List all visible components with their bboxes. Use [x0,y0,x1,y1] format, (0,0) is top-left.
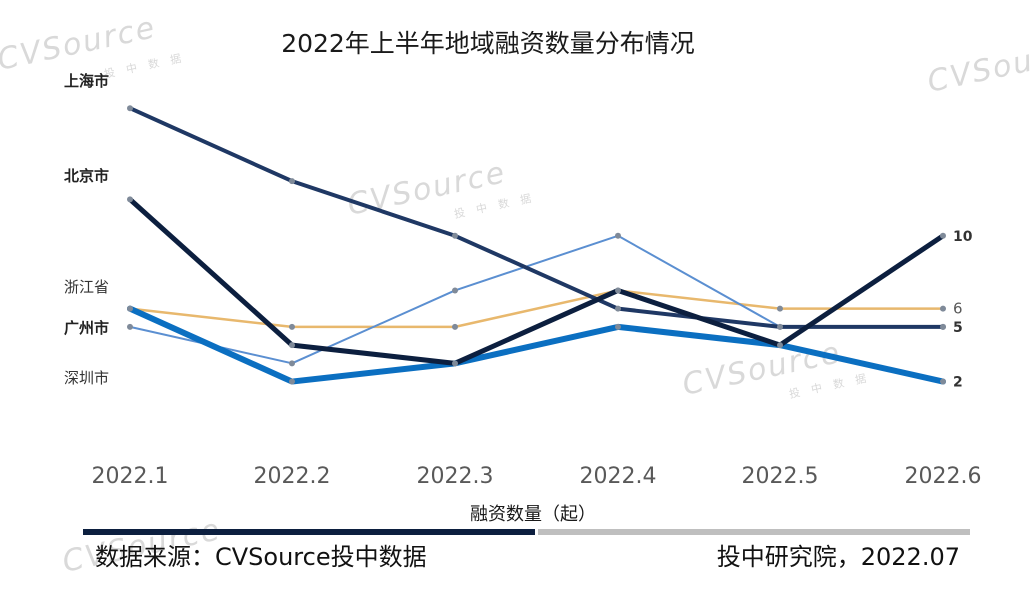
series-line-series-3 [127,305,946,385]
data-point-series-0 [777,323,783,330]
data-point-series-2 [777,305,783,312]
data-point-series-0 [127,105,133,112]
data-point-series-2 [452,323,458,330]
credit-date: 投中研究院，2022.07 [717,543,960,571]
data-point-series-2 [940,305,946,312]
data-point-series-0 [940,323,946,330]
data-source: 数据来源：CVSource投中数据 [95,543,427,571]
data-point-series-3 [127,305,133,312]
series-line-series-0 [128,106,945,329]
end-value-label-0: 5 [953,320,963,336]
data-point-series-1 [127,196,133,203]
x-tick-label: 2022.5 [742,464,819,489]
x-axis-label: 融资数量（起） [470,504,596,525]
data-point-series-3 [289,378,295,385]
data-point-series-4 [615,232,621,239]
x-tick-label: 2022.4 [580,464,657,489]
series-label-4: 深圳市 [64,369,109,387]
data-point-series-0 [452,232,458,239]
watermark-group: CVSource 投 中 数 据 CVSource CVSource 投 中 数… [0,10,1035,580]
series-label-3: 广州市 [64,319,109,337]
x-tick-label: 2022.3 [417,464,494,489]
data-point-series-1 [289,342,295,349]
data-point-series-0 [615,305,621,312]
end-value-label-2: 6 [953,300,963,318]
watermark-brand: CVSource [924,32,1035,100]
series-label-0: 上海市 [64,72,109,90]
chart-title: 2022年上半年地域融资数量分布情况 [281,29,695,58]
x-tick-label: 2022.2 [254,464,331,489]
data-point-series-2 [289,323,295,330]
x-tick-label: 2022.1 [92,464,169,489]
watermark-sub: 投 中 数 据 [103,50,187,81]
x-tick-label: 2022.6 [905,464,982,489]
data-point-series-4 [127,323,133,330]
x-axis-ticks: 2022.1 2022.2 2022.3 2022.4 2022.5 2022.6 [92,464,982,489]
series-line-series-1 [127,196,946,366]
end-value-label-3: 2 [953,375,963,391]
data-point-series-1 [777,342,783,349]
footer-divider-dark [83,529,535,535]
data-point-series-1 [452,360,458,367]
data-point-series-4 [452,287,458,294]
series-label-2: 浙江省 [64,278,109,296]
data-point-series-0 [289,178,295,185]
data-point-series-3 [615,323,621,330]
series-layer [127,105,946,385]
data-point-series-1 [615,287,621,294]
data-point-series-1 [940,232,946,239]
data-point-series-4 [289,360,295,367]
footer-divider-light [538,529,970,535]
end-value-label-1: 10 [953,229,973,245]
series-label-1: 北京市 [64,167,109,185]
data-point-series-3 [940,378,946,385]
